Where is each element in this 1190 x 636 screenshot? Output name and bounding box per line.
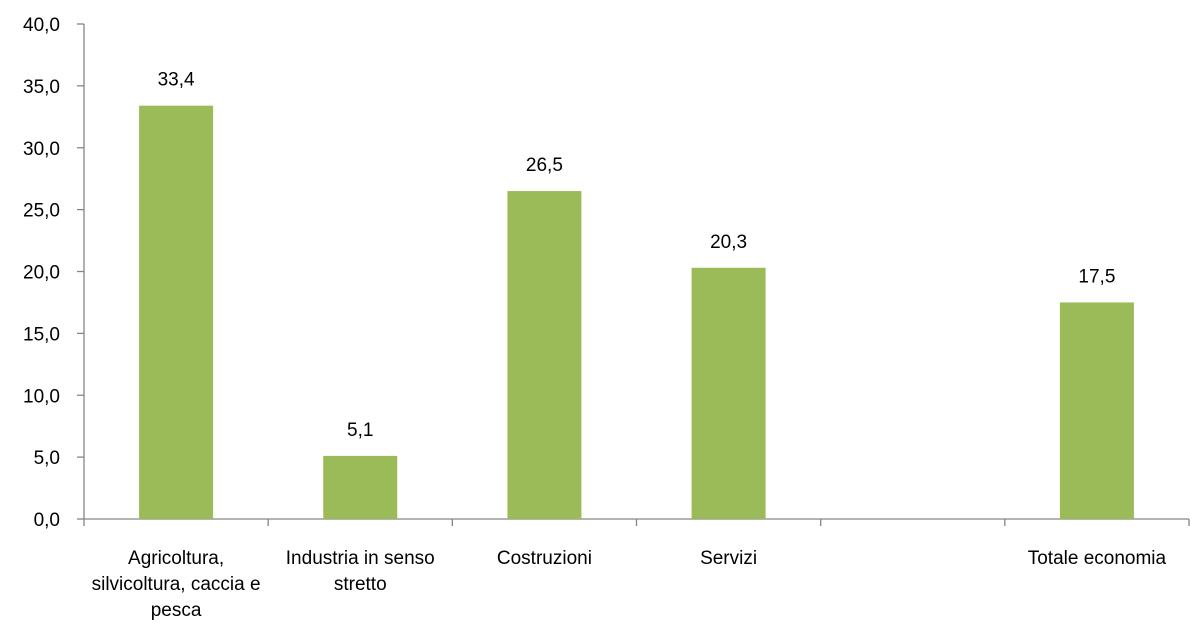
data-label: 26,5 [526, 155, 563, 176]
y-tick-label: 40,0 [23, 15, 60, 36]
y-tick-label: 20,0 [23, 263, 60, 284]
data-label: 17,5 [1078, 266, 1115, 287]
y-tick-label: 5,0 [34, 448, 60, 469]
bar [1059, 302, 1134, 519]
bar [139, 105, 214, 520]
data-label: 5,1 [347, 420, 373, 441]
x-tick-label: Servizi [700, 548, 757, 569]
y-tick-label: 0,0 [34, 510, 60, 531]
bar [691, 267, 766, 519]
y-tick-label: 15,0 [23, 324, 60, 345]
x-tick-label: Industria in senso stretto [286, 548, 435, 595]
x-tick-label: Totale economia [1028, 548, 1167, 569]
y-tick-label: 10,0 [23, 386, 60, 407]
y-tick-label: 35,0 [23, 77, 60, 98]
data-label: 20,3 [710, 232, 747, 253]
y-tick-label: 30,0 [23, 139, 60, 160]
data-label: 33,4 [158, 70, 195, 91]
bar [323, 455, 398, 519]
x-tick-label: Costruzioni [497, 548, 592, 569]
y-tick-label: 25,0 [23, 201, 60, 222]
bar [507, 191, 582, 519]
x-tick-label: Agricoltura, silvicoltura, caccia e pesca [92, 548, 261, 621]
